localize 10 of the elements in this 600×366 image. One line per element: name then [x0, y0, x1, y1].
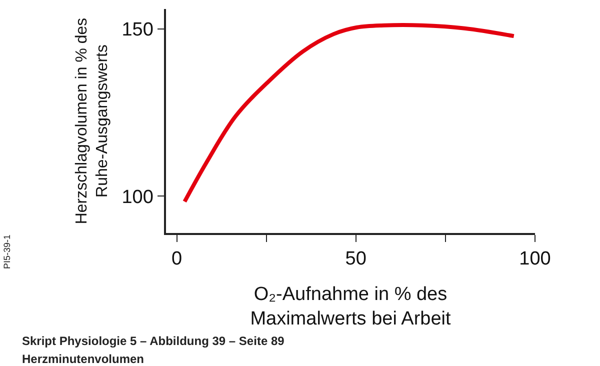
- text: Skript Physiologie 5 – Abbildung 39 – Seite 89: [22, 334, 285, 348]
- line-series: [182, 23, 516, 204]
- text: Herzminutenvolumen: [22, 352, 144, 366]
- x-tick-label: 100: [519, 248, 551, 270]
- x-axis-title: O₂-Aufnahme in % des Maximalwerts bei Arbeit: [250, 284, 452, 330]
- x-tick-label: 0: [171, 248, 182, 270]
- y-axis-title: Herzschlagvolumen in % des Ruhe-Ausgangswerts: [73, 18, 112, 224]
- y-tick-label: 150: [122, 20, 154, 41]
- text: PI5-39-1: [2, 234, 12, 269]
- x-tick-label: 50: [345, 248, 366, 270]
